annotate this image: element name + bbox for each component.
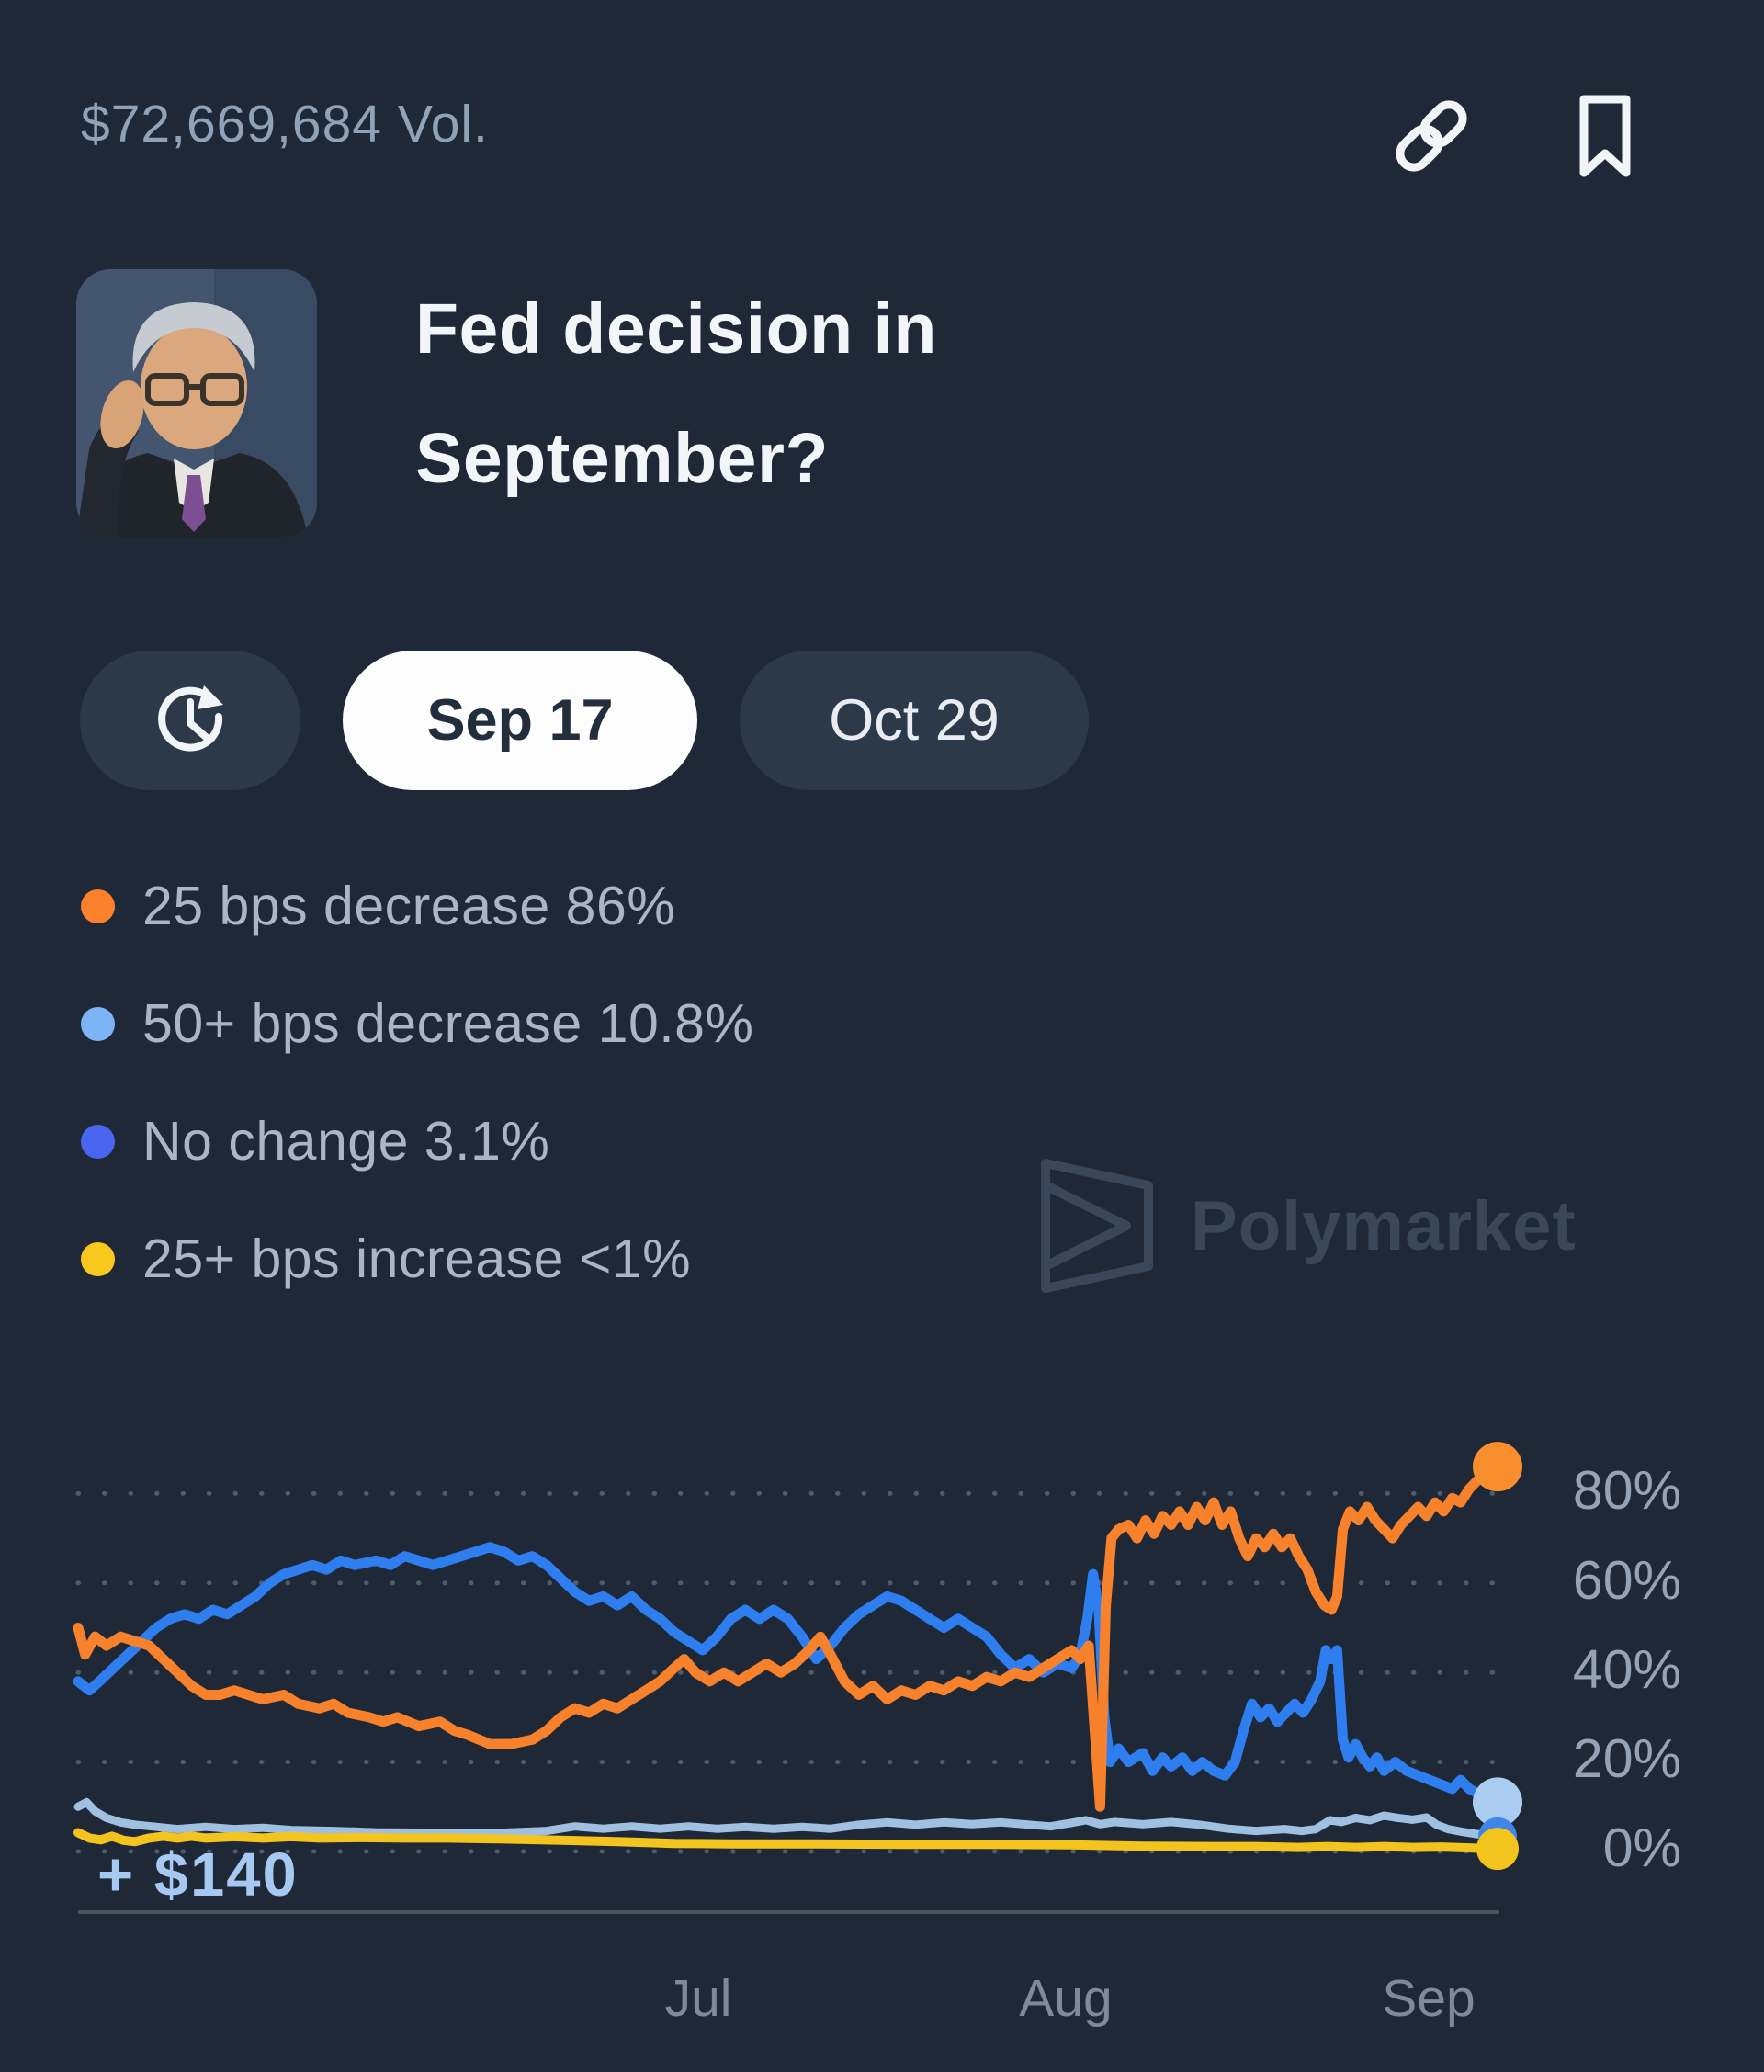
legend-label: 25 bps decrease 86%	[142, 876, 676, 936]
tab-sep-17[interactable]: Sep 17	[343, 651, 697, 790]
polymarket-watermark: Polymarket	[1036, 1156, 1577, 1296]
legend-label: No change 3.1%	[142, 1111, 550, 1172]
volume-text: $72,669,684 Vol.	[81, 95, 489, 153]
legend-dot-lightblue	[81, 1006, 115, 1041]
chart-baseline-divider	[78, 1910, 1499, 1914]
outcome-legend: 25 bps decrease 86% 50+ bps decrease 10.…	[81, 875, 753, 1345]
y-tick-80: 80%	[1572, 1460, 1681, 1521]
legend-item-25bps-decrease[interactable]: 25 bps decrease 86%	[81, 875, 753, 937]
legend-item-25bps-increase[interactable]: 25+ bps increase <1%	[81, 1228, 753, 1290]
profit-amount: + $140	[97, 1840, 299, 1909]
tab-oct-29[interactable]: Oct 29	[740, 651, 1089, 790]
legend-dot-yellow	[81, 1241, 115, 1276]
x-tick-sep: Sep	[1382, 1969, 1476, 2028]
x-tick-jul: Jul	[664, 1969, 732, 2028]
bookmark-button[interactable]	[1564, 92, 1646, 188]
legend-label: 25+ bps increase <1%	[142, 1228, 692, 1289]
legend-item-no-change[interactable]: No change 3.1%	[81, 1110, 753, 1172]
y-tick-0: 0%	[1602, 1817, 1681, 1878]
legend-dot-blue	[81, 1124, 115, 1159]
date-tabs: Sep 17 Oct 29	[80, 651, 1089, 790]
legend-item-50bps-decrease[interactable]: 50+ bps decrease 10.8%	[81, 992, 753, 1055]
y-tick-60: 60%	[1572, 1550, 1681, 1611]
legend-dot-orange	[81, 889, 115, 923]
polymarket-logo-icon	[1041, 1159, 1153, 1293]
legend-label: 50+ bps decrease 10.8%	[142, 993, 754, 1054]
bookmark-icon	[1579, 95, 1631, 177]
tab-sep-17-label: Sep 17	[426, 688, 614, 753]
share-link-button[interactable]	[1385, 92, 1477, 185]
y-tick-20: 20%	[1572, 1728, 1681, 1789]
clock-history-icon	[158, 685, 223, 752]
powell-portrait-image	[76, 269, 317, 538]
link-icon	[1396, 100, 1467, 172]
tab-oct-29-label: Oct 29	[829, 688, 1000, 753]
y-tick-40: 40%	[1572, 1639, 1681, 1700]
polymarket-wordmark: Polymarket	[1191, 1186, 1577, 1265]
x-tick-aug: Aug	[1019, 1969, 1113, 2028]
price-history-chart[interactable]	[0, 1401, 1764, 1920]
avatar	[76, 269, 317, 538]
history-button[interactable]	[80, 651, 300, 790]
market-title: Fed decision in September?	[415, 289, 937, 498]
